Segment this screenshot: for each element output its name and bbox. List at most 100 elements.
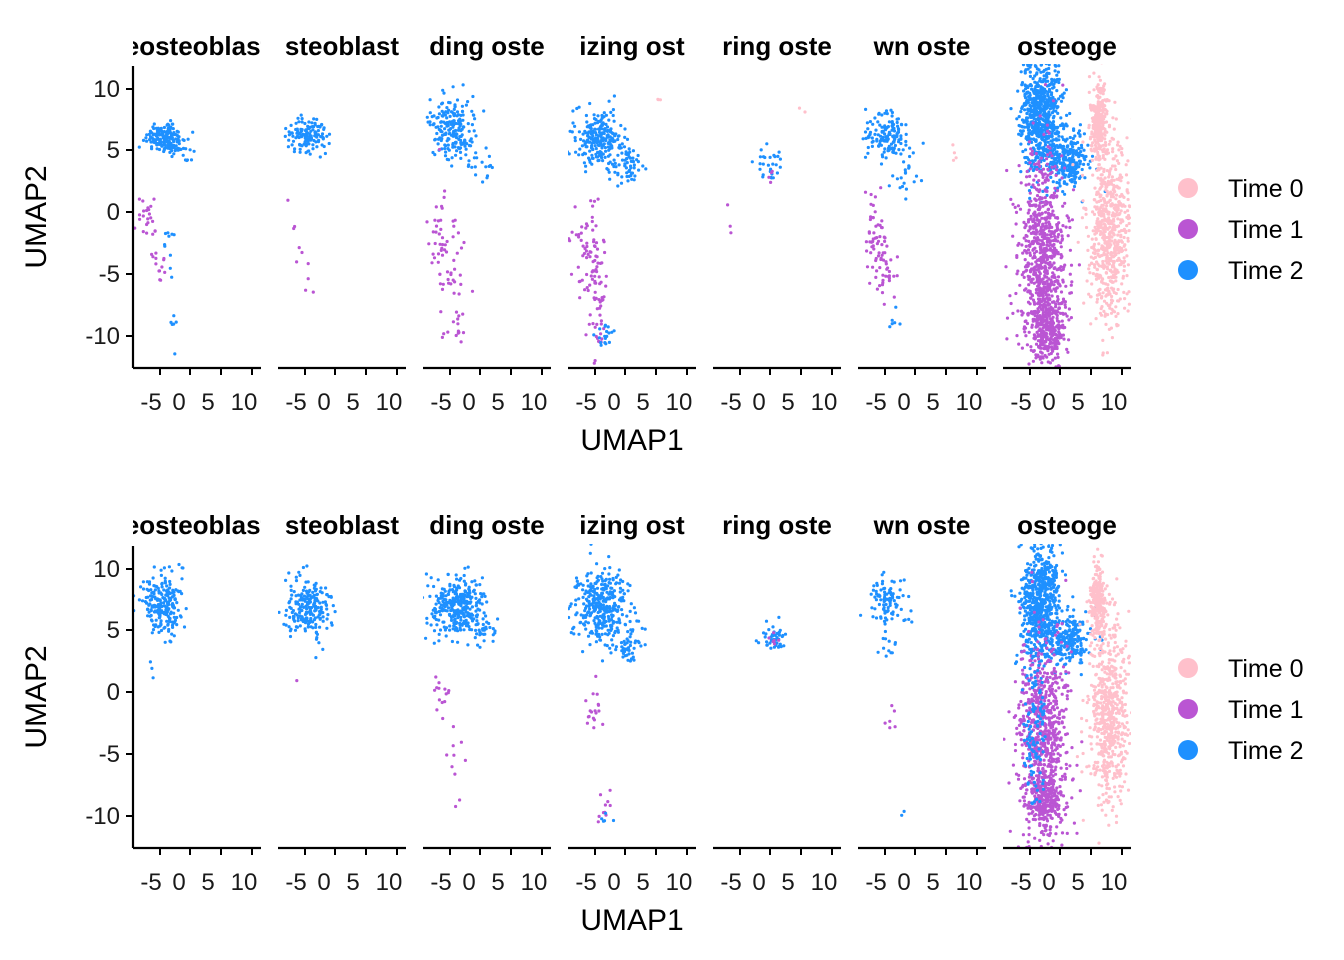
scatter-point [148,602,152,606]
scatter-point [313,589,318,593]
scatter-point [1058,324,1062,328]
scatter-point [1121,274,1125,278]
scatter-point [1092,71,1096,75]
scatter-point [873,195,878,199]
scatter-point [1067,157,1071,161]
scatter-point [1074,153,1079,157]
scatter-point [890,120,894,124]
scatter-point [1053,161,1057,165]
scatter-point [1107,289,1111,293]
scatter-point [1028,167,1032,171]
scatter-point [1057,221,1061,225]
scatter-point [443,243,447,247]
scatter-point [1027,277,1031,281]
scatter-point [431,150,435,155]
scatter-point [1126,159,1130,163]
scatter-point [289,606,293,611]
scatter-point [1114,279,1118,283]
scatter-point [182,625,187,629]
scatter-point [151,628,156,632]
scatter-point [162,148,166,152]
scatter-point [322,127,326,131]
scatter-point [1048,120,1052,124]
scatter-point [460,104,464,108]
scatter-point [1055,144,1059,148]
scatter-point [301,588,305,593]
scatter-point [1047,244,1051,248]
scatter-point [474,151,478,155]
scatter-point [1098,232,1102,237]
scatter-point [1108,279,1112,283]
scatter-point [592,113,596,117]
scatter-point [598,300,602,304]
scatter-point [600,156,604,160]
scatter-point [470,109,474,113]
scatter-point [450,156,454,160]
scatter-point [1057,80,1061,85]
scatter-point [881,281,885,285]
scatter-point [287,133,291,137]
scatter-point [289,627,293,631]
scatter-point [919,179,924,183]
scatter-point [1096,96,1100,100]
scatter-point [1075,162,1079,166]
scatter-point [1049,175,1053,179]
scatter-point [868,281,872,285]
scatter-point [1022,220,1026,224]
scatter-point [594,268,598,272]
scatter-point [1113,164,1117,168]
scatter-point [1027,189,1032,193]
scatter-point [1119,249,1123,253]
scatter-point [302,142,306,146]
scatter-point [1010,59,1013,62]
scatter-point [318,125,322,129]
scatter-point [624,166,629,170]
scatter-point [1071,155,1075,159]
scatter-point [1032,137,1036,141]
scatter-point [1029,242,1033,246]
x-tick-label: -5 [1010,389,1031,416]
scatter-point [466,164,470,168]
scatter-point [1118,211,1122,215]
scatter-point [597,298,601,302]
scatter-point [1118,144,1122,148]
scatter-point [1054,342,1058,346]
scatter-point [292,615,296,619]
scatter-point [1116,312,1120,316]
scatter-point [593,127,597,131]
x-tick-label: -5 [720,389,741,416]
scatter-point [1111,147,1115,151]
facet-panel: wn oste-5 0 5 10 [858,31,986,416]
scatter-point [1038,372,1041,375]
scatter-point [1091,272,1095,276]
scatter-point [1096,152,1100,157]
scatter-point [616,173,620,177]
scatter-point [584,333,588,337]
scatter-point [1035,314,1040,318]
scatter-point [168,639,172,643]
scatter-point [761,155,766,159]
x-tick-labels: -5 0 5 10 [285,869,402,896]
y-tick-label: 0 [107,199,120,226]
scatter-point [1114,314,1118,318]
scatter-point [887,279,892,283]
scatter-point [585,139,589,143]
scatter-point [316,606,320,610]
scatter-point [1105,185,1109,189]
scatter-point [316,129,320,133]
scatter-point [162,626,166,630]
scatter-point [459,340,463,344]
scatter-point [1059,241,1063,245]
scatter-point [462,579,466,583]
scatter-point [426,584,430,588]
scatter-point [611,113,615,118]
scatter-point [463,144,467,148]
scatter-point [144,595,148,600]
scatter-point [458,273,462,277]
scatter-point [1025,121,1029,125]
scatter-point [191,130,195,134]
scatter-point [1061,267,1065,271]
scatter-point [1028,174,1032,178]
scatter-point [325,617,329,621]
scatter-point [1025,169,1029,174]
